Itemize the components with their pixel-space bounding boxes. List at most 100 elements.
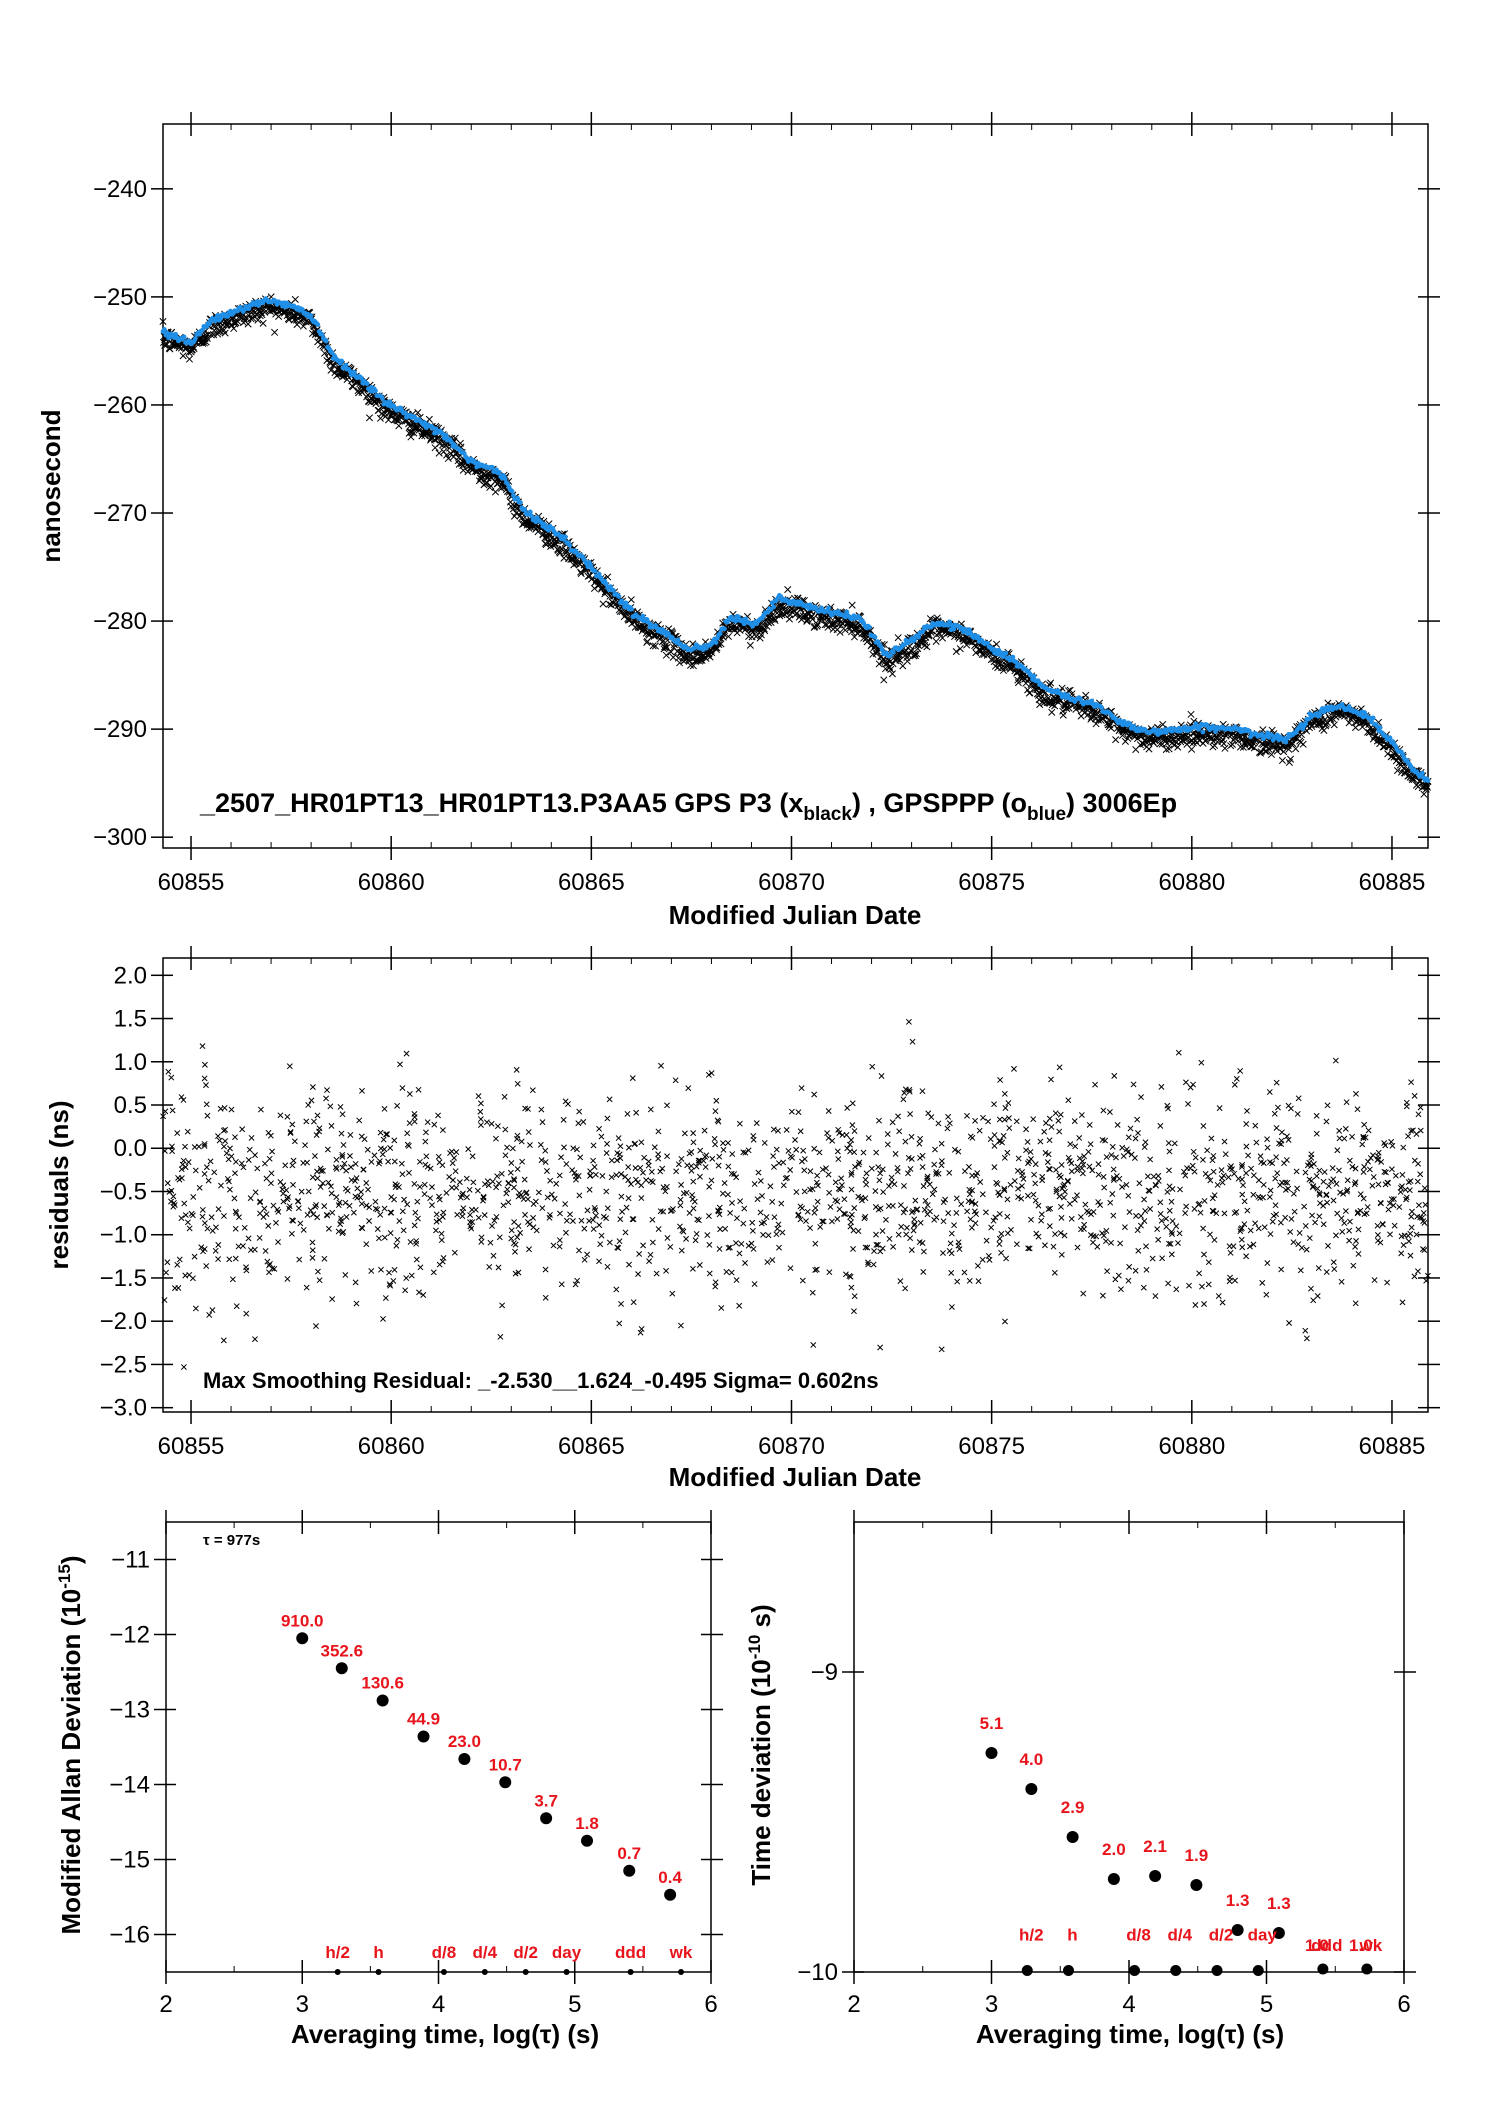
- residual-x-point: [729, 1199, 735, 1206]
- residual-x-point: [737, 1198, 744, 1205]
- residual-x-point: [613, 1286, 620, 1293]
- residual-x-point: [787, 1167, 794, 1173]
- residual-x-point: [812, 1205, 819, 1211]
- residual-x-point: [1141, 1196, 1148, 1203]
- residual-x-point: [599, 1172, 606, 1179]
- black-x-point: [887, 665, 895, 673]
- residual-x-point: [958, 1201, 965, 1208]
- residual-x-point: [1121, 1224, 1128, 1231]
- residual-x-point: [810, 1342, 817, 1348]
- residual-x-point: [1058, 1214, 1065, 1221]
- residual-x-point: [608, 1157, 615, 1164]
- residual-x-point: [186, 1225, 193, 1232]
- residual-x-point: [1346, 1237, 1353, 1244]
- residual-x-point: [811, 1091, 818, 1098]
- residual-x-point: [1071, 1118, 1078, 1125]
- residual-x-point: [998, 1230, 1005, 1237]
- residual-x-point: [1243, 1253, 1250, 1260]
- residual-x-point: [269, 1148, 276, 1155]
- residual-x-point: [964, 1208, 971, 1215]
- residual-x-point: [1365, 1127, 1372, 1134]
- residual-x-point: [817, 1223, 824, 1230]
- residual-x-point: [1142, 1139, 1149, 1146]
- residual-x-point: [948, 1269, 955, 1276]
- residual-x-point: [232, 1225, 239, 1232]
- residual-x-point: [1175, 1240, 1181, 1247]
- blue-o-point: [610, 587, 616, 593]
- residual-x-point: [526, 1221, 533, 1228]
- residual-x-point: [979, 1256, 986, 1263]
- residual-x-point: [1134, 1227, 1141, 1234]
- residual-x-point: [1389, 1142, 1396, 1149]
- residual-x-point: [504, 1186, 511, 1193]
- residual-x-point: [1230, 1243, 1237, 1250]
- residual-x-point: [203, 1082, 209, 1089]
- residual-x-point: [1273, 1211, 1280, 1218]
- residual-x-point: [770, 1126, 777, 1133]
- residual-x-point: [998, 1249, 1005, 1256]
- residual-x-point: [1243, 1170, 1250, 1177]
- residual-x-point: [940, 1250, 946, 1256]
- p1-annotation: _2507_HR01PT13_HR01PT13.P3AA5 GPS P3 (xb…: [199, 788, 1177, 825]
- black-x-point: [221, 329, 229, 337]
- residual-x-point: [1144, 1173, 1151, 1180]
- residual-x-point: [411, 1222, 418, 1229]
- residual-x-point: [944, 1125, 951, 1132]
- residual-x-point: [778, 1200, 785, 1207]
- residual-x-point: [226, 1256, 233, 1263]
- residual-x-point: [608, 1174, 615, 1181]
- residual-x-point: [309, 1247, 316, 1254]
- residual-x-point: [388, 1194, 395, 1201]
- residual-x-point: [364, 1146, 371, 1153]
- residual-x-point: [530, 1214, 537, 1221]
- residual-x-point: [1302, 1223, 1309, 1229]
- residual-x-point: [515, 1223, 522, 1229]
- residual-x-point: [1344, 1177, 1351, 1184]
- residual-x-point: [634, 1179, 641, 1186]
- residual-x-point: [1341, 1220, 1348, 1227]
- residual-x-point: [733, 1215, 740, 1222]
- residual-x-point: [1385, 1179, 1392, 1186]
- residual-x-point: [664, 1102, 670, 1109]
- residual-x-point: [297, 1220, 304, 1227]
- residual-x-point: [406, 1120, 413, 1127]
- residual-x-point: [1044, 1159, 1051, 1166]
- residual-x-point: [314, 1175, 321, 1182]
- residual-x-point: [1081, 1221, 1088, 1228]
- y-tick-label: −0.5: [100, 1178, 147, 1205]
- residual-x-point: [414, 1198, 421, 1205]
- residual-x-point: [164, 1180, 171, 1187]
- residual-x-point: [720, 1140, 726, 1147]
- residual-x-point: [323, 1095, 330, 1102]
- residual-x-point: [850, 1227, 857, 1234]
- residual-x-point: [427, 1195, 434, 1202]
- residual-x-point: [1132, 1135, 1139, 1142]
- residual-x-point: [649, 1179, 656, 1186]
- residual-x-point: [751, 1281, 758, 1287]
- blue-o-point: [1003, 650, 1009, 656]
- residual-x-point: [538, 1106, 545, 1113]
- residual-x-point: [801, 1167, 808, 1174]
- blue-o-point: [1031, 673, 1037, 679]
- residual-x-point: [749, 1227, 756, 1234]
- residual-x-point: [974, 1262, 981, 1269]
- residual-x-point: [1061, 1194, 1067, 1201]
- residual-x-point: [413, 1238, 420, 1245]
- residual-x-point: [897, 1202, 904, 1209]
- residual-x-point: [391, 1266, 398, 1273]
- residual-x-point: [733, 1240, 739, 1247]
- black-x-point: [1187, 710, 1195, 718]
- residual-x-point: [1079, 1170, 1086, 1177]
- residual-x-point: [282, 1162, 289, 1169]
- residual-x-point: [977, 1179, 984, 1185]
- residual-x-point: [935, 1120, 942, 1127]
- residual-x-point: [1216, 1105, 1223, 1112]
- residual-x-point: [1388, 1166, 1395, 1173]
- residual-x-point: [1411, 1092, 1418, 1099]
- residual-x-point: [1323, 1191, 1330, 1198]
- residual-x-point: [433, 1211, 440, 1218]
- residual-x-point: [1325, 1183, 1332, 1189]
- residual-x-point: [638, 1326, 645, 1332]
- residual-x-point: [638, 1195, 645, 1202]
- residual-x-point: [201, 1061, 208, 1068]
